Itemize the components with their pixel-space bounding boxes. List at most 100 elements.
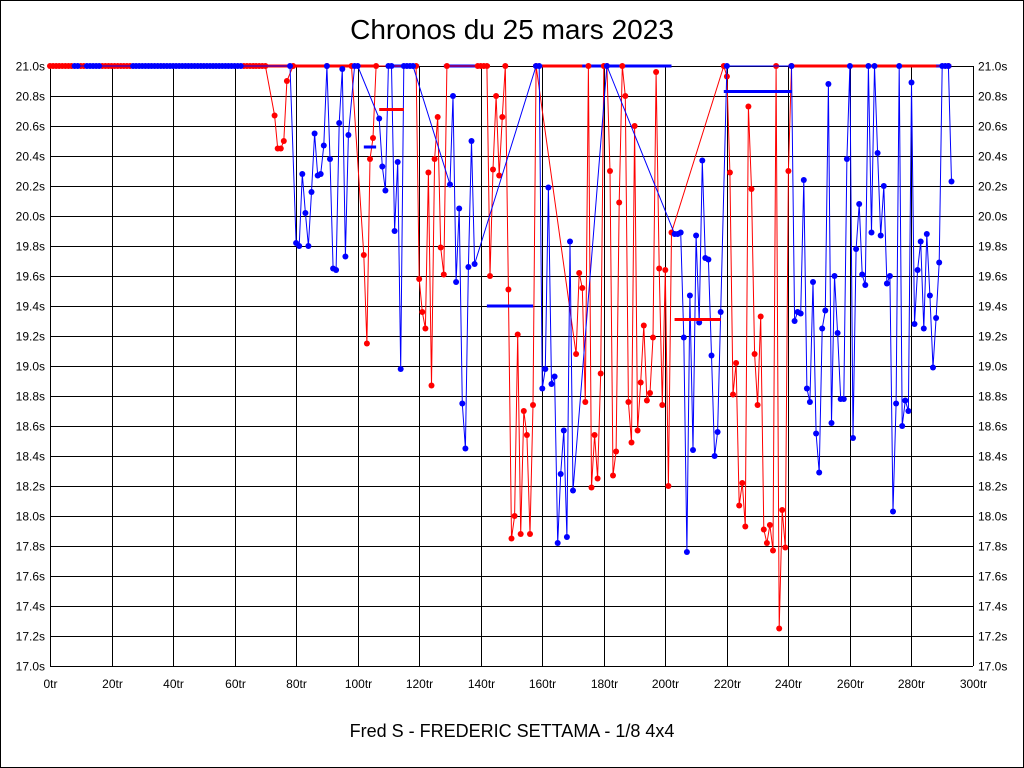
data-point-blue: [548, 381, 555, 387]
y-tick-label-left: 17.4s: [16, 600, 45, 614]
y-tick-label-right: 18.2s: [978, 480, 1007, 494]
y-tick-label-left: 19.4s: [16, 300, 45, 314]
y-tick-label-right: 19.4s: [978, 300, 1007, 314]
data-point-blue: [305, 243, 312, 249]
data-point-red: [585, 63, 592, 69]
data-point-blue: [896, 63, 903, 69]
data-point-blue: [822, 307, 829, 314]
data-point-blue: [846, 63, 853, 69]
data-point-blue: [450, 93, 456, 99]
data-point-blue: [717, 309, 724, 315]
y-tick-label-left: 20.6s: [16, 120, 45, 134]
y-tick-label-right: 20.4s: [978, 150, 1007, 164]
x-tick-label: 300tr: [960, 677, 987, 691]
data-point-red: [643, 397, 650, 404]
data-point-red: [733, 360, 740, 366]
data-point-blue: [557, 471, 564, 477]
data-point-red: [416, 276, 423, 282]
data-point-blue: [930, 364, 936, 371]
data-point-blue: [813, 430, 820, 437]
data-point-blue: [563, 534, 570, 540]
x-tick-label: 120tr: [406, 677, 433, 691]
y-tick-label-right: 17.0s: [978, 660, 1007, 674]
data-point-red: [591, 432, 598, 438]
data-point-red: [653, 69, 660, 75]
data-point-blue: [237, 63, 244, 69]
data-point-blue: [333, 267, 340, 273]
y-tick-label-right: 19.0s: [978, 360, 1007, 374]
data-point-red: [622, 93, 629, 99]
data-point-blue: [699, 157, 706, 164]
data-point-blue: [382, 187, 389, 194]
data-point-red: [588, 484, 595, 491]
data-point-blue: [542, 366, 549, 372]
data-point-red: [763, 540, 770, 546]
data-point-blue: [376, 115, 383, 122]
data-point-blue: [723, 63, 730, 69]
data-point-blue: [339, 66, 346, 72]
data-point-blue: [902, 397, 909, 404]
data-point-red: [650, 334, 656, 341]
data-point-blue: [819, 325, 826, 332]
data-point-red: [665, 483, 672, 489]
x-tick-label: 220tr: [714, 677, 741, 691]
data-point-blue: [453, 279, 460, 285]
data-point-blue: [868, 229, 875, 236]
data-point-blue: [539, 385, 546, 392]
data-point-red: [360, 252, 367, 258]
y-tick-label-left: 19.8s: [16, 240, 45, 254]
data-point-red: [502, 63, 509, 69]
data-point-red: [277, 145, 284, 152]
data-point-red: [517, 531, 524, 537]
data-point-red: [637, 379, 644, 386]
data-point-blue: [388, 63, 395, 69]
data-point-red: [505, 286, 512, 293]
x-tick-label: 260tr: [837, 677, 864, 691]
data-point-blue: [74, 63, 81, 69]
data-point-blue: [342, 253, 349, 260]
data-point-red: [739, 480, 746, 486]
data-point-blue: [551, 373, 558, 380]
data-point-red: [520, 408, 527, 414]
data-point-red: [647, 390, 653, 396]
data-point-blue: [397, 366, 404, 372]
data-point-red: [431, 156, 438, 162]
data-point-red: [619, 63, 626, 69]
y-tick-label-right: 19.2s: [978, 330, 1007, 344]
data-point-blue: [327, 156, 333, 162]
data-point-red: [754, 402, 761, 408]
y-tick-label-left: 17.6s: [16, 570, 45, 584]
data-point-blue: [462, 445, 469, 452]
data-point-blue: [843, 156, 850, 162]
data-point-red: [514, 331, 521, 338]
x-tick-label: 200tr: [652, 677, 679, 691]
data-point-blue: [862, 282, 869, 288]
data-point-red: [508, 535, 515, 542]
data-point-blue: [468, 138, 475, 144]
data-point-red: [419, 309, 426, 315]
data-point-red: [527, 531, 533, 537]
data-point-red: [770, 547, 776, 554]
data-point-red: [726, 169, 733, 176]
data-point-red: [757, 313, 764, 320]
series-line-blue: [74, 65, 952, 553]
data-point-red: [766, 522, 773, 528]
data-point-blue: [923, 231, 930, 237]
data-point-red: [443, 63, 450, 69]
data-point-blue: [296, 243, 303, 249]
y-tick-label-right: 20.6s: [978, 120, 1007, 134]
data-point-blue: [680, 334, 687, 341]
y-tick-label-right: 17.4s: [978, 600, 1007, 614]
x-tick-label: 240tr: [775, 677, 802, 691]
data-point-red: [730, 391, 736, 398]
data-point-blue: [871, 63, 878, 69]
data-point-red: [367, 156, 373, 162]
data-point-red: [483, 63, 490, 69]
data-point-red: [610, 472, 616, 479]
data-point-blue: [317, 171, 324, 177]
y-tick-label-left: 21.0s: [16, 60, 45, 74]
data-point-blue: [96, 63, 103, 69]
data-point-blue: [456, 205, 463, 212]
data-point-red: [530, 402, 536, 408]
